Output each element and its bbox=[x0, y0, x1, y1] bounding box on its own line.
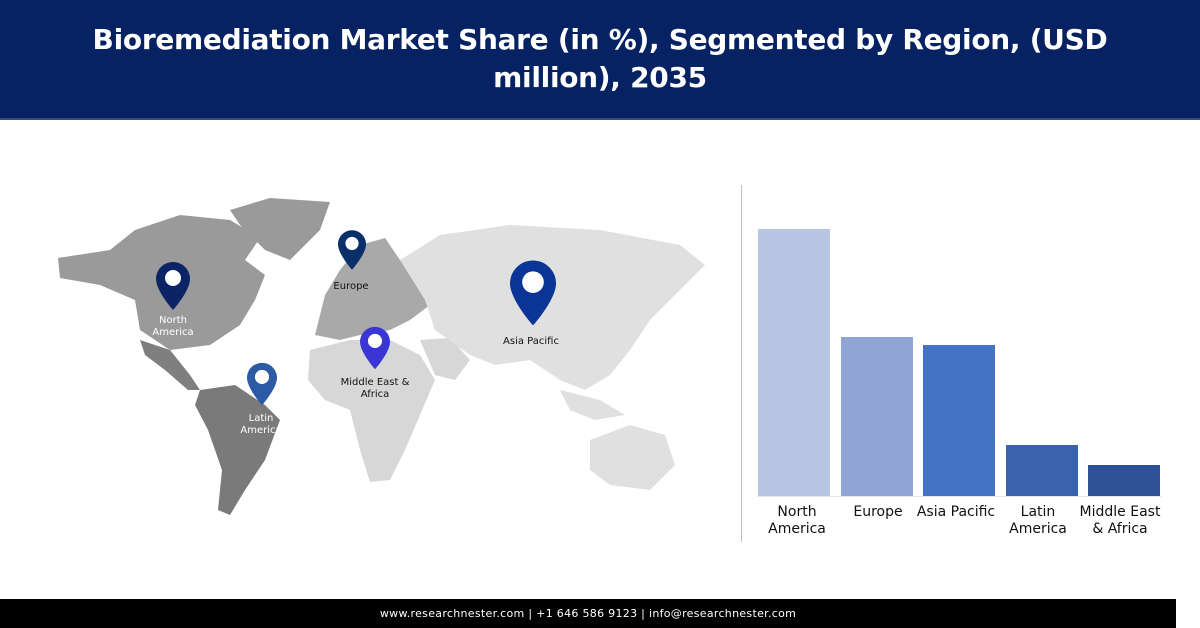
chart-title: Bioremediation Market Share (in %), Segm… bbox=[92, 23, 1108, 94]
bar-chart: North America Europe Asia Pacific Latin Am… bbox=[742, 185, 1182, 545]
africa-shape bbox=[308, 340, 435, 482]
pin-label-middle-east-africa: Middle East & Africa bbox=[340, 377, 410, 400]
map-pin-icon bbox=[510, 260, 556, 326]
bar-north-america bbox=[758, 229, 830, 496]
map-pin-icon bbox=[360, 326, 390, 370]
pin-label-europe: Europe bbox=[333, 281, 369, 292]
x-label-north-america: North America bbox=[768, 504, 826, 537]
bar-europe bbox=[841, 337, 913, 496]
central-america-shape bbox=[140, 340, 200, 390]
header-divider bbox=[0, 118, 1200, 120]
pin-north-america bbox=[156, 262, 190, 315]
bar-middle-east-africa bbox=[1088, 465, 1160, 496]
pin-label-north-america: North America bbox=[152, 315, 194, 338]
europe-shape bbox=[315, 238, 430, 340]
header-banner: Bioremediation Market Share (in %), Segm… bbox=[0, 0, 1200, 118]
pin-middle-east-africa bbox=[360, 326, 390, 375]
bar-latin-america bbox=[1006, 445, 1078, 496]
pin-asia-pacific bbox=[510, 260, 556, 331]
pin-label-latin-america: Latin America bbox=[240, 413, 282, 436]
x-label-europe: Europe bbox=[853, 504, 903, 520]
australia-shape bbox=[590, 425, 675, 490]
world-map-graphic bbox=[58, 198, 705, 515]
x-label-latin-america: Latin America bbox=[1009, 504, 1067, 537]
x-label-asia-pacific: Asia Pacific bbox=[916, 504, 996, 520]
map-pin-icon bbox=[338, 230, 366, 270]
greenland-shape bbox=[230, 198, 330, 260]
asia-shape bbox=[400, 225, 705, 390]
world-map bbox=[40, 190, 720, 530]
footer-contact-bar: www.researchnester.com | +1 646 586 9123… bbox=[0, 599, 1176, 628]
pin-latin-america bbox=[247, 362, 277, 411]
southeast-asia-shape bbox=[560, 390, 625, 420]
middle-east-shape bbox=[420, 338, 470, 380]
pin-label-asia-pacific: Asia Pacific bbox=[503, 336, 559, 347]
chart-baseline bbox=[757, 496, 1162, 497]
bar-asia-pacific bbox=[923, 345, 995, 496]
map-pin-icon bbox=[247, 362, 277, 406]
x-label-middle-east-africa: Middle East & Africa bbox=[1079, 504, 1161, 537]
chart-divider bbox=[741, 185, 742, 542]
south-america-shape bbox=[195, 385, 280, 515]
footer-contact-text: www.researchnester.com | +1 646 586 9123… bbox=[379, 607, 797, 620]
pin-europe bbox=[338, 229, 366, 276]
map-pin-icon bbox=[156, 262, 190, 310]
